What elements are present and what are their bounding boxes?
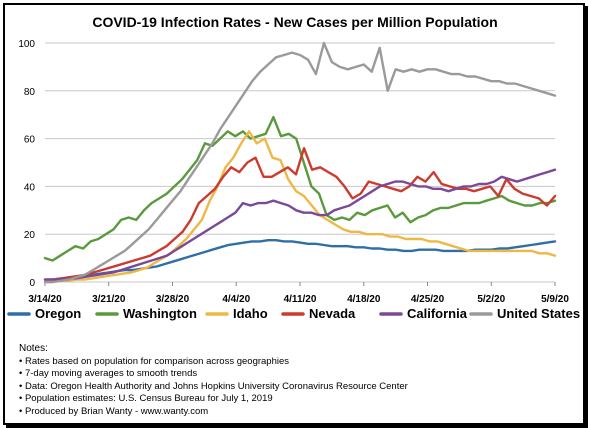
x-tick-label: 5/2/20 [477, 294, 505, 305]
series-lines [43, 41, 557, 284]
x-tick-label: 3/28/20 [156, 294, 190, 305]
x-tick-label: 4/4/20 [222, 294, 250, 305]
x-tick-label: 4/11/20 [284, 294, 317, 305]
legend-label: Idaho [233, 306, 268, 321]
y-tick-label: 20 [24, 230, 36, 241]
notes-block: Notes: Rates based on population for com… [19, 343, 579, 419]
series-line-california [43, 168, 557, 281]
y-tick-label: 60 [24, 135, 36, 146]
x-tick-label: 4/25/20 [411, 294, 445, 305]
y-tick-label: 40 [24, 182, 36, 193]
legend: Oregon Washington Idaho Nevada California Uni… [7, 306, 580, 321]
y-axis-ticks: 0 20 40 60 80 100 [18, 39, 35, 289]
note-item: Produced by Brian Wanty - www.wanty.com [19, 406, 579, 419]
legend-label: Washington [123, 306, 197, 321]
x-tick-label: 3/21/20 [92, 294, 126, 305]
series-line-idaho [43, 130, 557, 284]
x-tick-label: 3/14/20 [28, 294, 62, 305]
note-item: Population estimates: U.S. Census Bureau… [19, 393, 579, 406]
x-axis-ticks: 3/14/20 3/21/20 3/28/20 4/4/20 4/11/20 4/18/2… [28, 282, 569, 305]
note-item: 7-day moving averages to smooth trends [19, 368, 579, 381]
series-line-united-states [43, 41, 557, 284]
note-item: Rates based on population for comparison… [19, 356, 579, 369]
legend-label: California [407, 306, 468, 321]
x-tick-label: 4/18/20 [347, 294, 381, 305]
y-tick-label: 80 [24, 87, 36, 98]
legend-label: Nevada [309, 306, 356, 321]
notes-heading: Notes: [19, 343, 48, 354]
series-line-nevada [43, 146, 557, 281]
y-tick-label: 0 [29, 278, 35, 289]
chart-frame: COVID-19 Infection Rates - New Cases per… [3, 3, 585, 425]
line-chart: COVID-19 Infection Rates - New Cases per… [7, 14, 580, 321]
series-line-washington [43, 115, 557, 262]
note-item: Data: Oregon Health Authority and Johns … [19, 381, 579, 394]
legend-label: Oregon [35, 306, 81, 321]
chart-title: COVID-19 Infection Rates - New Cases per… [92, 14, 497, 30]
y-tick-label: 100 [18, 39, 35, 50]
legend-label: United States [497, 306, 580, 321]
x-tick-label: 5/9/20 [541, 294, 569, 305]
